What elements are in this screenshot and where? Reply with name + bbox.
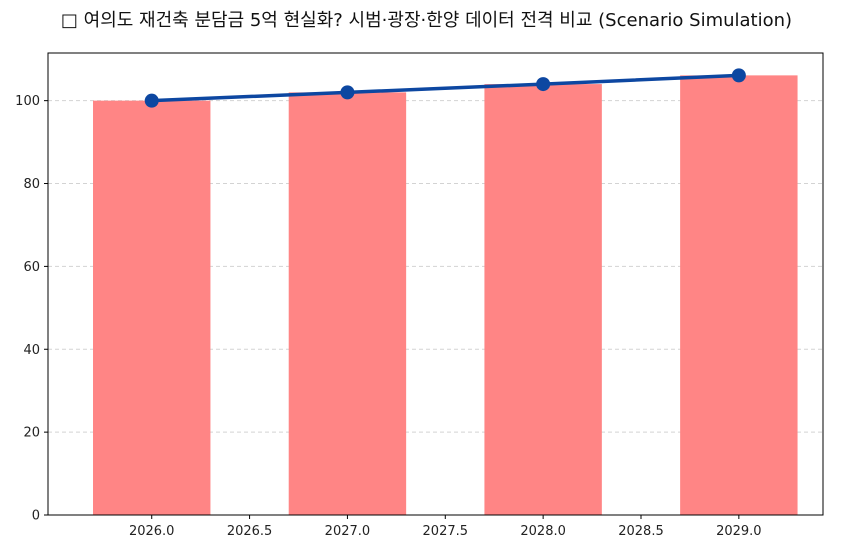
- x-axis-ticks: 2026.0 2026.5 2027.0 2027.5 2028.0 2028.5 2029…: [129, 515, 762, 539]
- line-marker: [731, 68, 746, 83]
- y-tick-label: 60: [23, 260, 40, 275]
- bar: [288, 92, 407, 516]
- x-tick-label: 2028.5: [618, 524, 664, 539]
- y-tick-label: 40: [23, 343, 40, 358]
- x-tick-label: 2026.0: [129, 524, 175, 539]
- bar: [680, 75, 798, 516]
- chart-title: □ 여의도 재건축 분담금 5억 현실화? 시범·광장·한양 데이터 전격 비교…: [60, 10, 793, 31]
- line-marker: [536, 77, 551, 92]
- bar-series: [93, 75, 798, 516]
- y-tick-label: 0: [32, 509, 40, 524]
- line-series: [144, 68, 746, 108]
- y-tick-label: 80: [23, 177, 40, 192]
- trend-line: [151, 73, 739, 103]
- bar: [484, 84, 602, 515]
- y-tick-label: 100: [15, 94, 40, 109]
- x-tick-label: 2027.0: [325, 524, 371, 539]
- x-tick-label: 2028.0: [520, 524, 566, 539]
- y-axis-ticks: 0 20 40 60 80 100: [15, 94, 48, 524]
- plot-frame: [47, 52, 824, 516]
- x-tick-label: 2026.5: [227, 524, 273, 539]
- line-marker: [144, 93, 159, 108]
- x-tick-label: 2027.5: [423, 524, 469, 539]
- bar: [93, 100, 211, 516]
- line-marker: [340, 85, 355, 100]
- y-tick-label: 20: [23, 426, 40, 441]
- x-tick-label: 2029.0: [716, 524, 762, 539]
